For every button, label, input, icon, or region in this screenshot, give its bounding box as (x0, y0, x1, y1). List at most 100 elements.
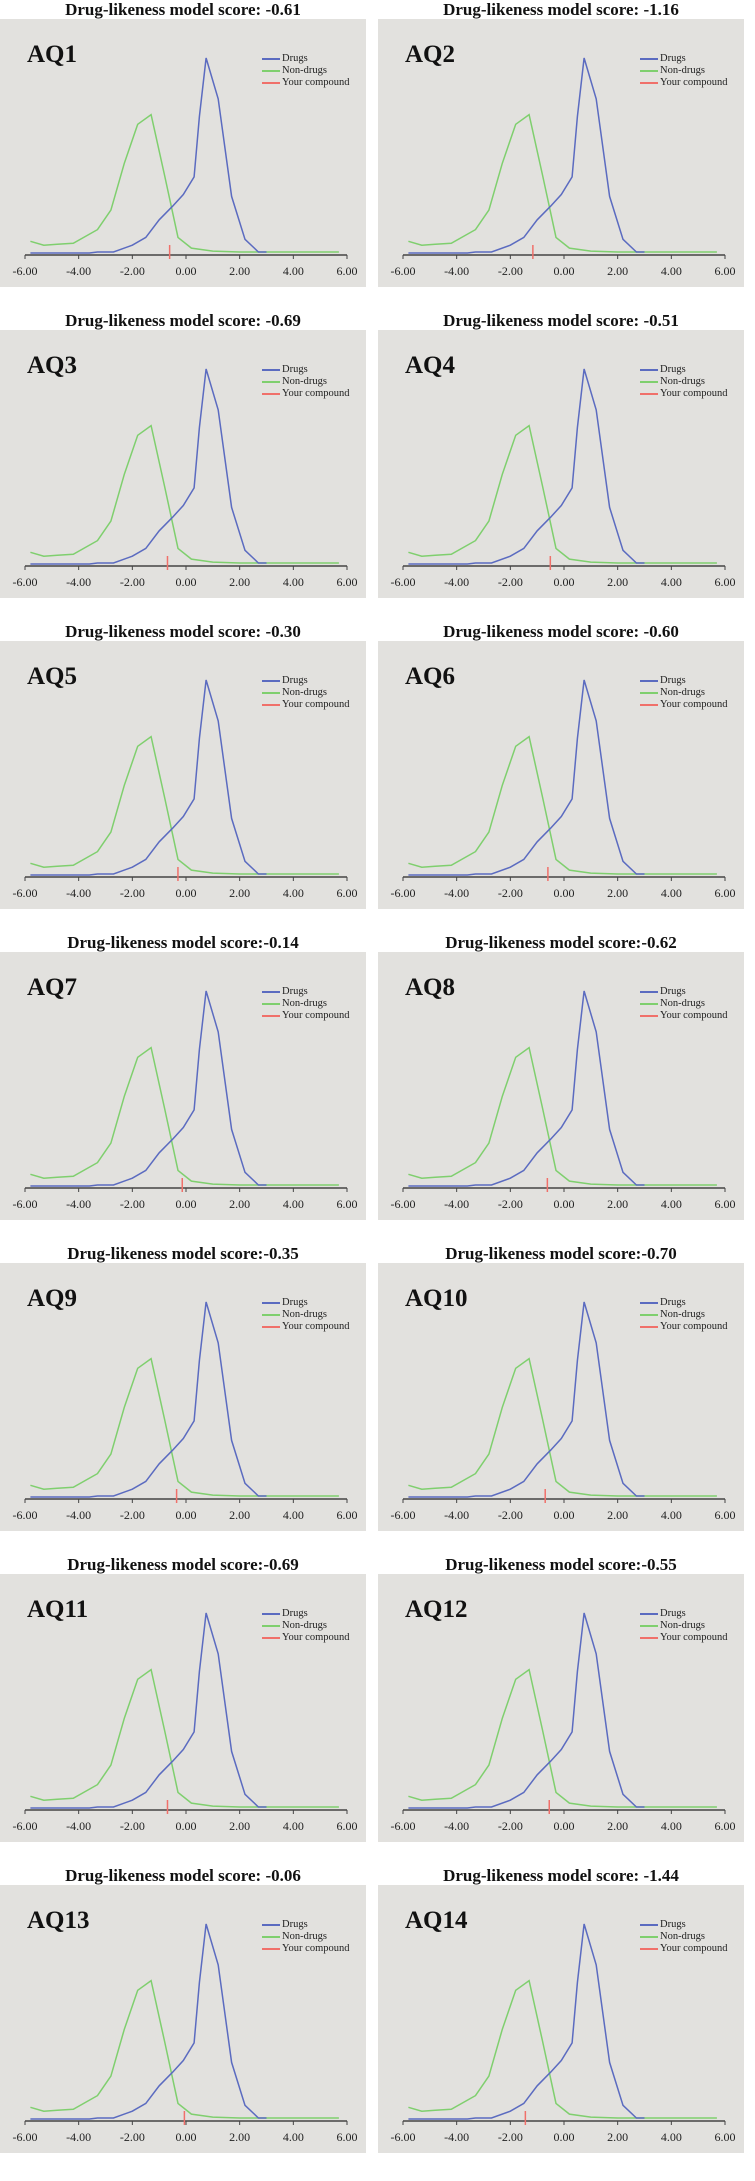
legend-swatch (640, 82, 658, 84)
legend-swatch (640, 1613, 658, 1615)
chart-panel: Drug-likeness model score:-0.35 -6.00 -4.… (0, 1244, 378, 1555)
x-tick-label: -4.00 (66, 1508, 91, 1522)
legend-label: Drugs (660, 675, 686, 686)
x-tick-label: 0.00 (176, 575, 197, 589)
series-line-non-drugs (408, 113, 717, 253)
x-tick-label: -4.00 (444, 1508, 469, 1522)
legend-item: Drugs (640, 53, 727, 65)
legend-swatch (640, 1314, 658, 1316)
legend-swatch (640, 1637, 658, 1639)
legend-item: Your compound (640, 1010, 727, 1022)
x-tick-label: -2.00 (498, 2130, 523, 2144)
legend-item: Non-drugs (262, 1309, 349, 1321)
legend-swatch (640, 369, 658, 371)
x-tick-label: 6.00 (715, 1508, 736, 1522)
legend-swatch (640, 1924, 658, 1926)
x-tick-label: -6.00 (391, 575, 416, 589)
x-tick-label: 0.00 (176, 886, 197, 900)
x-tick-label: -4.00 (444, 1197, 469, 1211)
chart-panel: Drug-likeness model score:-0.14 -6.00 -4.… (0, 933, 378, 1244)
series-line-non-drugs (408, 1046, 717, 1186)
chart-title: Drug-likeness model score:-0.69 (67, 1555, 299, 1574)
series-line-drugs (408, 1923, 645, 2120)
chart-svg: -6.00 -4.00 -2.00 0.00 2.00 4.00 6.00 (13, 1923, 358, 2144)
x-tick-label: -6.00 (13, 886, 38, 900)
x-tick-label: 6.00 (715, 886, 736, 900)
legend-swatch (640, 393, 658, 395)
x-tick-label: 0.00 (176, 1197, 197, 1211)
legend-label: Drugs (660, 1608, 686, 1619)
legend-swatch (640, 991, 658, 993)
x-tick-label: 4.00 (661, 2130, 682, 2144)
legend-swatch (640, 1326, 658, 1328)
legend-label: Non-drugs (660, 1309, 705, 1320)
plot-area: -6.00 -4.00 -2.00 0.00 2.00 4.00 6.00 AQ3 Drug… (0, 330, 366, 598)
legend-swatch (262, 704, 280, 706)
legend-item: Your compound (262, 388, 349, 400)
x-tick-label: 6.00 (715, 1197, 736, 1211)
legend-item: Drugs (640, 1919, 727, 1931)
legend-swatch (640, 1936, 658, 1938)
panel-label: AQ1 (27, 41, 77, 68)
chart-title: Drug-likeness model score: -0.30 (65, 622, 301, 641)
x-tick-label: 4.00 (283, 1508, 304, 1522)
legend-swatch (640, 680, 658, 682)
legend-item: Your compound (640, 699, 727, 711)
legend-label: Your compound (660, 699, 728, 710)
x-tick-label: 2.00 (607, 575, 628, 589)
legend-item: Your compound (640, 388, 727, 400)
x-tick-label: 4.00 (661, 575, 682, 589)
x-tick-label: 2.00 (229, 264, 250, 278)
chart-svg: -6.00 -4.00 -2.00 0.00 2.00 4.00 6.00 (391, 1301, 736, 1522)
panel-label: AQ12 (405, 1596, 468, 1623)
x-tick-label: -6.00 (13, 575, 38, 589)
chart-title: Drug-likeness model score:-0.62 (445, 933, 677, 952)
legend-swatch (262, 1924, 280, 1926)
x-tick-label: -4.00 (66, 1819, 91, 1833)
legend-swatch (640, 1302, 658, 1304)
legend-label: Your compound (282, 1632, 350, 1643)
x-tick-label: 6.00 (715, 575, 736, 589)
legend-label: Drugs (282, 1608, 308, 1619)
series-line-drugs (30, 679, 267, 876)
x-tick-label: -2.00 (120, 1508, 145, 1522)
chart-panel: Drug-likeness model score: -0.61 -6.00 -4… (0, 0, 378, 311)
x-tick-label: 6.00 (337, 886, 358, 900)
legend-swatch (262, 991, 280, 993)
plot-area: -6.00 -4.00 -2.00 0.00 2.00 4.00 6.00 AQ7 Drug… (0, 952, 366, 1220)
legend: Drugs Non-drugs Your compound (262, 1297, 349, 1333)
x-tick-label: -2.00 (498, 575, 523, 589)
plot-area: -6.00 -4.00 -2.00 0.00 2.00 4.00 6.00 AQ8 Drug… (378, 952, 744, 1220)
x-tick-label: 4.00 (661, 886, 682, 900)
x-tick-label: -6.00 (391, 1197, 416, 1211)
legend-swatch (640, 58, 658, 60)
x-tick-label: 2.00 (607, 1508, 628, 1522)
legend-label: Your compound (660, 1943, 728, 1954)
x-tick-label: -4.00 (444, 1819, 469, 1833)
x-tick-label: 4.00 (661, 1819, 682, 1833)
legend-label: Your compound (660, 388, 728, 399)
legend: Drugs Non-drugs Your compound (640, 1297, 727, 1333)
chart-panel: Drug-likeness model score: -0.51 -6.00 -4… (378, 311, 755, 622)
series-line-drugs (408, 1612, 645, 1809)
series-line-drugs (30, 57, 267, 254)
legend-item: Non-drugs (262, 376, 349, 388)
legend-item: Drugs (262, 53, 349, 65)
legend-item: Your compound (640, 1632, 727, 1644)
x-tick-label: 2.00 (229, 1197, 250, 1211)
panel-label: AQ13 (27, 1907, 90, 1934)
legend-label: Non-drugs (660, 1931, 705, 1942)
x-tick-label: 0.00 (176, 1508, 197, 1522)
x-tick-label: -2.00 (120, 886, 145, 900)
series-line-non-drugs (408, 424, 717, 564)
x-tick-label: 0.00 (176, 1819, 197, 1833)
legend-label: Drugs (660, 986, 686, 997)
x-tick-label: -2.00 (498, 1508, 523, 1522)
series-line-drugs (408, 990, 645, 1187)
legend-label: Non-drugs (282, 65, 327, 76)
x-tick-label: -4.00 (66, 575, 91, 589)
legend-item: Drugs (262, 364, 349, 376)
chart-title: Drug-likeness model score:-0.55 (445, 1555, 677, 1574)
legend-label: Your compound (282, 1943, 350, 1954)
